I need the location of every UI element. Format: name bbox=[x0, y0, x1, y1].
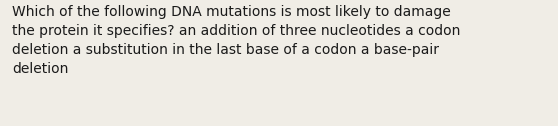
Text: Which of the following DNA mutations is most likely to damage
the protein it spe: Which of the following DNA mutations is … bbox=[12, 5, 461, 76]
